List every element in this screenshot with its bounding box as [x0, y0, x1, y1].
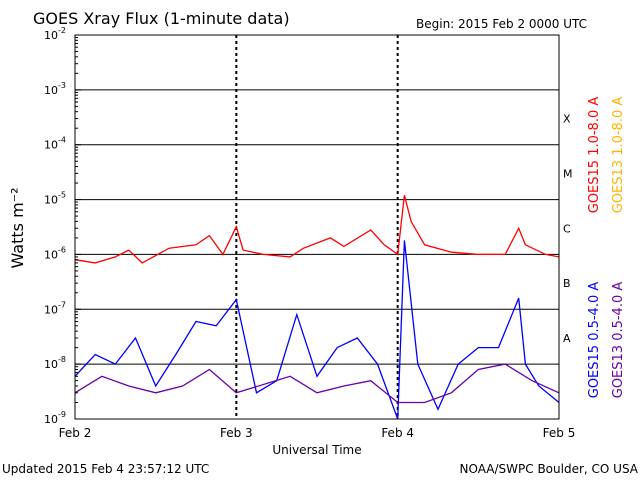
y-tick-label: 10-4 — [44, 136, 66, 152]
x-tick-label: Feb 3 — [220, 426, 253, 440]
y-tick-label: 10-6 — [44, 245, 66, 261]
grid-lines — [75, 34, 559, 420]
series-line — [74, 240, 560, 420]
y-tick-label: 10-7 — [44, 300, 66, 316]
y-tick-label: 10-5 — [44, 191, 66, 207]
legend: GOES15 1.0-8.0 A GOES13 1.0-8.0 A GOES15 0… — [587, 97, 626, 399]
y-tick-labels: 10-9 10-8 10-7 10-6 10-5 10-4 10-3 10-2 — [44, 26, 81, 426]
y-tick-label: 10-8 — [44, 355, 66, 371]
flare-class-label: X — [563, 113, 571, 126]
credit-text: NOAA/SWPC Boulder, CO USA — [460, 462, 639, 476]
x-tick-label: Feb 2 — [59, 426, 92, 440]
legend-item: GOES15 1.0-8.0 A — [587, 97, 602, 214]
series-layer — [74, 195, 560, 420]
x-tick-label: Feb 4 — [381, 426, 414, 440]
chart-title: GOES Xray Flux (1-minute data) — [33, 9, 290, 28]
y-tick-label: 10-9 — [44, 410, 66, 426]
day-dividers — [235, 35, 399, 419]
flare-class-label: A — [563, 332, 571, 345]
legend-item: GOES15 0.5-4.0 A — [587, 282, 602, 399]
legend-item: GOES13 1.0-8.0 A — [611, 97, 626, 214]
y-tick-label: 10-3 — [44, 81, 66, 97]
flare-class-label: M — [563, 167, 573, 180]
x-tick-labels: Feb 2 Feb 3 Feb 4 Feb 5 — [59, 426, 576, 440]
flare-class-label: B — [563, 277, 571, 290]
plot-frame — [74, 34, 560, 420]
x-axis-label: Universal Time — [272, 443, 361, 457]
flare-class-labels: A B C M X — [563, 113, 573, 345]
series-line — [74, 195, 560, 264]
updated-timestamp: Updated 2015 Feb 4 23:57:12 UTC — [2, 462, 209, 476]
begin-time: Begin: 2015 Feb 2 0000 UTC — [416, 17, 587, 31]
series-line — [74, 363, 560, 404]
x-tick-label: Feb 5 — [543, 426, 576, 440]
flare-class-label: C — [563, 222, 571, 235]
y-axis-label: Watts m⁻² — [8, 187, 27, 268]
y-tick-label: 10-2 — [44, 26, 66, 42]
legend-item: GOES13 0.5-4.0 A — [611, 282, 626, 399]
